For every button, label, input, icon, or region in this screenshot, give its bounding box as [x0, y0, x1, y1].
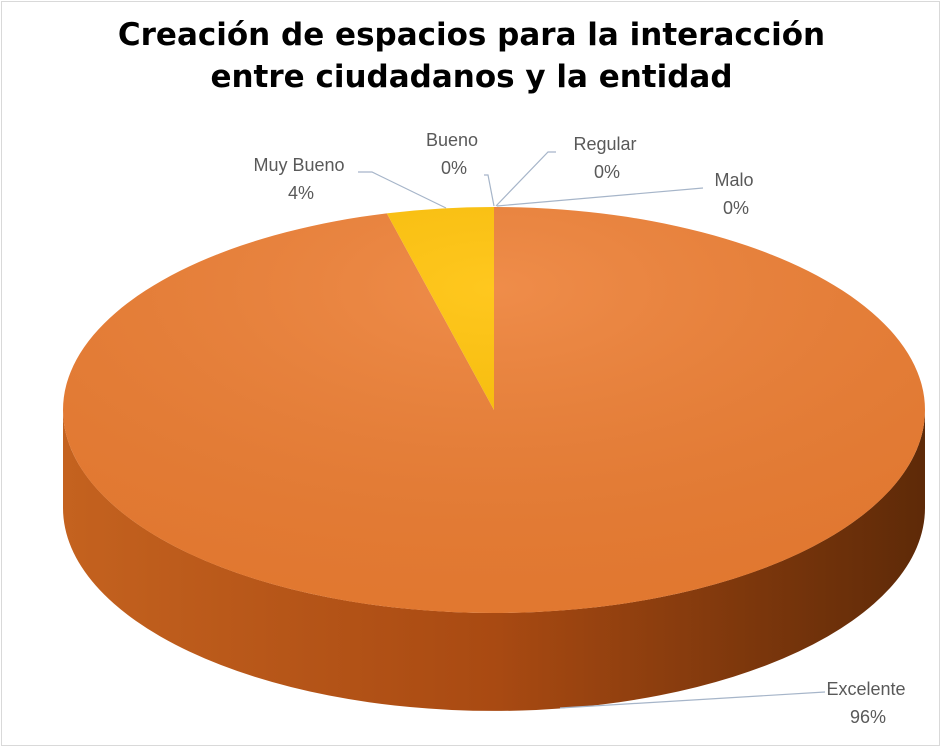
leader-line [559, 691, 826, 709]
pie-top-shade [63, 207, 925, 613]
data-label-name: Bueno [426, 130, 478, 150]
data-label-value: 96% [850, 707, 886, 727]
leader-line [495, 151, 556, 207]
leader-line [496, 187, 704, 207]
data-label-value: 0% [441, 158, 467, 178]
data-label-name: Muy Bueno [253, 155, 344, 175]
leader-line [484, 174, 495, 207]
data-label-name: Malo [714, 170, 753, 190]
chart-title: Creación de espacios para la interacción… [117, 17, 826, 95]
data-label-value: 0% [723, 198, 749, 218]
data-label-value: 0% [594, 162, 620, 182]
data-label-name: Excelente [826, 679, 905, 699]
pie-side [63, 410, 925, 711]
data-label-name: Regular [573, 134, 636, 154]
chart-title-box: Creación de espacios para la interacción… [0, 14, 943, 98]
leader-line [358, 171, 447, 209]
data-label-value: 4% [288, 183, 314, 203]
